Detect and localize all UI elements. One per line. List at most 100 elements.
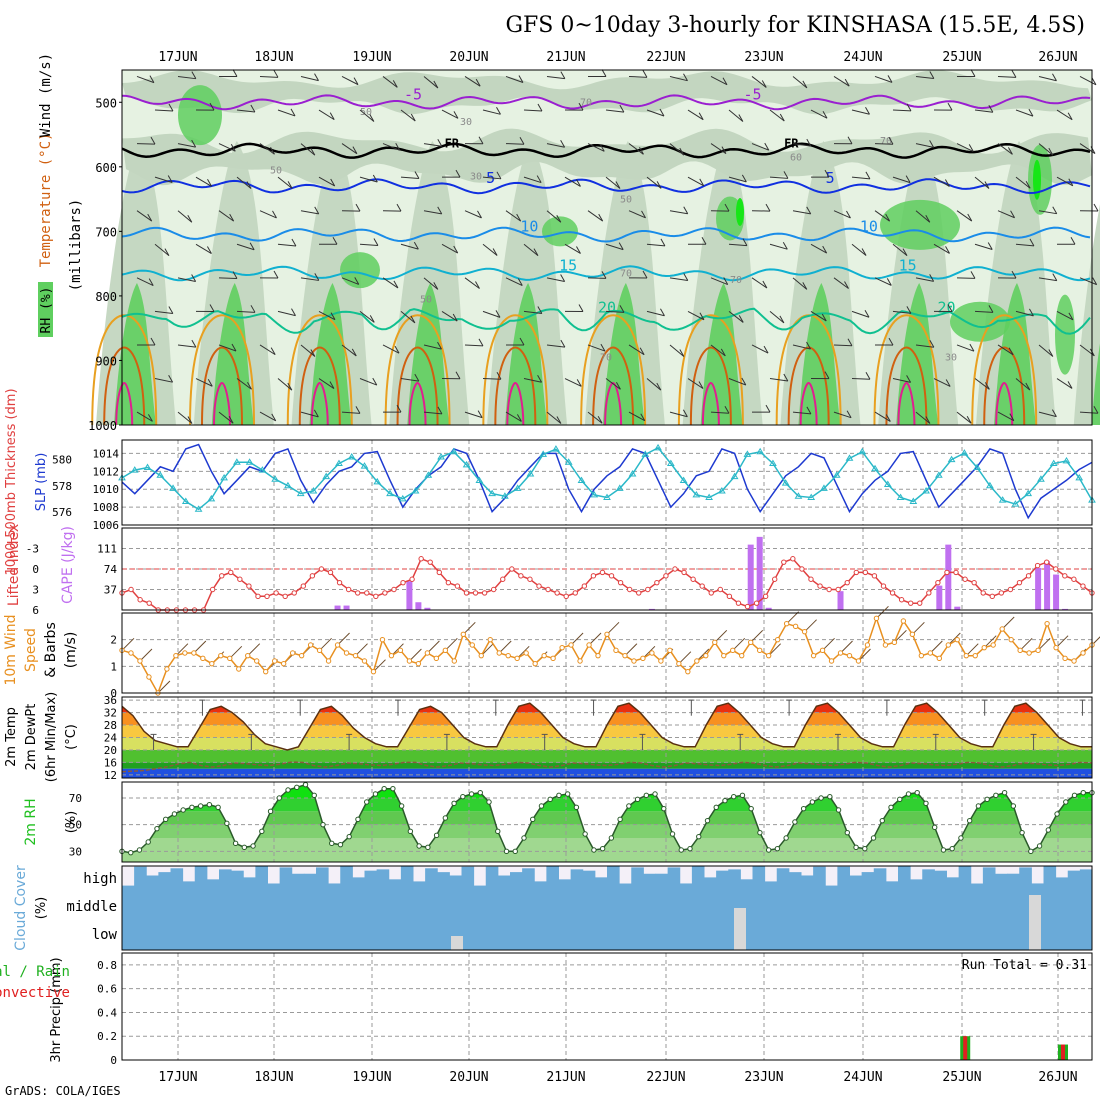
wind-barb — [441, 109, 459, 119]
wind-speed-line-marker — [936, 655, 943, 662]
wind-barb — [341, 411, 360, 414]
cape-tick-label: 74 — [104, 563, 118, 576]
wind-barb-flag — [287, 382, 293, 391]
wind-barb — [259, 210, 277, 219]
temp-warm-lobe — [482, 314, 549, 426]
cloud-gap — [734, 908, 746, 950]
wind-speed-line-marker — [550, 655, 556, 662]
cloud-high-bar — [679, 883, 693, 894]
wind-barb — [154, 310, 173, 315]
wind10m-barb — [139, 648, 153, 662]
wind-speed-line-marker — [1062, 655, 1068, 662]
temp-warm-lobe — [885, 346, 928, 426]
wind-barb — [195, 378, 213, 387]
wind-barb-flag — [1028, 108, 1034, 117]
wind-barb-flag — [291, 238, 297, 247]
wind-barb — [318, 176, 335, 187]
wind-barb — [464, 411, 483, 419]
wind-barb — [710, 76, 728, 86]
thickness-line-marker — [552, 445, 560, 452]
wind-speed-line-marker — [182, 650, 188, 656]
wind-barb — [464, 277, 480, 289]
rh-tick-label: 70 — [69, 792, 82, 805]
thickness-tick-label: 576 — [52, 506, 72, 519]
thickness-line-marker — [577, 476, 586, 484]
cloud-high-bar — [449, 875, 462, 894]
lifted-index-line-marker — [427, 559, 433, 565]
wind-speed-line-marker — [927, 650, 934, 656]
wind-barb-flag — [761, 80, 767, 88]
rh-line-marker — [302, 781, 309, 788]
wind-speed-line-marker — [505, 652, 511, 659]
wind-speed-line-marker — [487, 636, 493, 643]
wind-barb-flag — [679, 349, 685, 357]
rh-line-marker — [1071, 792, 1078, 799]
wind-barb-flag — [273, 70, 279, 78]
cloud-high-bar — [740, 879, 753, 894]
rh-contour-label: 50 — [270, 165, 282, 176]
slp-tick-label: 1012 — [93, 465, 120, 478]
wind-barb — [728, 109, 744, 122]
wind-barb — [400, 378, 419, 382]
wind-barb — [482, 109, 501, 115]
wind-barb — [646, 109, 665, 117]
wind-barb-flag — [779, 315, 785, 324]
wind-barb — [915, 210, 931, 223]
li-tick-label: 3 — [32, 584, 39, 597]
cape-bar — [343, 605, 350, 610]
rh-line-marker — [136, 847, 143, 853]
temp-warm-lobe — [677, 314, 744, 426]
temp-tick-label: 24 — [104, 732, 118, 745]
wind-speed-line-marker — [254, 658, 260, 664]
temp-contour-label: 20 — [598, 298, 616, 316]
wind-speed-line-marker — [909, 631, 916, 638]
lifted-index-line-marker — [844, 579, 850, 586]
lifted-index-line-marker — [744, 603, 751, 610]
wind-barb — [892, 109, 912, 112]
temp-color-band — [122, 703, 1092, 713]
wind-barb-flag — [150, 337, 156, 346]
cloud-axis-label-2: (%) — [34, 897, 49, 920]
cloud-high-bar — [752, 866, 766, 894]
temp-axis-label-3: (6hr Min/Max) — [44, 692, 59, 782]
wind10m-barb — [1055, 635, 1069, 649]
wind-barb — [751, 344, 769, 354]
cloud-high-bar — [1019, 867, 1032, 894]
lifted-index-line-marker — [490, 586, 497, 593]
wind-speed-line-marker — [855, 658, 862, 664]
rh-contour-label: 50 — [360, 107, 372, 118]
rh-line-marker — [1028, 848, 1034, 855]
thickness-line-marker — [960, 449, 969, 456]
li-tick-label: -3 — [26, 543, 39, 556]
cloud-high-bar — [825, 885, 838, 894]
temp-contour-label: -5 — [404, 85, 422, 103]
rh-line-marker — [1001, 789, 1008, 796]
wind-barb-flag — [270, 347, 276, 355]
temp-warm-lobe — [995, 382, 1014, 426]
thickness-line-marker — [781, 479, 790, 486]
thickness-line-marker — [756, 447, 765, 455]
cloud-high-bar — [691, 866, 705, 894]
temp-color-band — [122, 762, 1092, 769]
wind-barb — [505, 210, 521, 222]
wind-speed-line-marker — [792, 623, 799, 630]
wind-barb-flag — [885, 213, 891, 222]
rh-line-marker — [966, 817, 973, 824]
lifted-index-line-marker — [1071, 576, 1077, 582]
wind-barb-flag — [598, 213, 604, 222]
rh-line-marker — [346, 833, 352, 840]
wind-barb-flag — [724, 203, 730, 212]
lifted-index-line-marker — [309, 573, 316, 579]
temp-warm-lobe — [189, 314, 255, 426]
slp-line — [121, 443, 1093, 520]
wind-barb — [218, 411, 234, 424]
top-date-label: 24JUN — [843, 50, 882, 65]
lifted-index-line-marker — [663, 573, 669, 579]
wind-barb — [1079, 277, 1097, 286]
cloud-high-bar — [316, 867, 329, 894]
wind-barb — [523, 176, 542, 184]
wind-barb-flag — [764, 142, 770, 151]
wind-barb-flag — [578, 102, 584, 111]
thickness-line-marker — [986, 481, 994, 489]
